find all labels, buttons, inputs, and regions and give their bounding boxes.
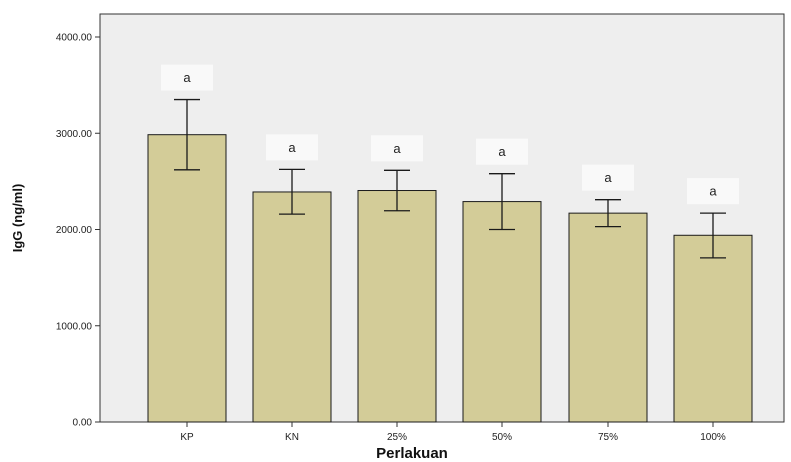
bar-75pct xyxy=(568,212,648,423)
bar-kn xyxy=(252,191,332,423)
y-tick-label: 0.00 xyxy=(73,418,93,429)
y-tick-label: 2000.00 xyxy=(56,225,93,236)
significance-labels: a a a a a a xyxy=(183,70,717,199)
bar-100pct xyxy=(673,234,753,423)
x-tick-label: KP xyxy=(180,432,194,443)
significance-label-box xyxy=(371,135,423,162)
x-axis-ticks: KP KN 25% 50% 75% 100% xyxy=(180,422,726,443)
significance-label: a xyxy=(604,170,612,185)
bars xyxy=(147,134,753,423)
significance-label-box xyxy=(582,164,634,191)
error-bars xyxy=(174,98,726,259)
bar-25pct xyxy=(357,190,437,423)
bar-50pct xyxy=(462,201,542,423)
x-tick-label: 25% xyxy=(387,432,407,443)
x-axis-title: Perlakuan xyxy=(376,445,448,462)
x-tick-label: 50% xyxy=(492,432,512,443)
significance-label-box xyxy=(266,134,318,161)
significance-label-box xyxy=(687,178,739,205)
significance-label: a xyxy=(393,141,401,156)
y-axis-title: IgG (ng/ml) xyxy=(10,184,25,253)
significance-label: a xyxy=(183,70,191,85)
significance-label-box xyxy=(476,138,528,165)
y-axis-ticks: 0.00 1000.00 2000.00 3000.00 4000.00 xyxy=(56,33,100,429)
x-tick-label: KN xyxy=(285,432,299,443)
x-tick-label: 100% xyxy=(700,432,726,443)
y-tick-label: 1000.00 xyxy=(56,321,93,332)
x-tick-label: 75% xyxy=(598,432,618,443)
significance-label: a xyxy=(709,184,717,199)
bar-kp xyxy=(147,134,227,423)
y-tick-label: 3000.00 xyxy=(56,129,93,140)
significance-label-boxes xyxy=(161,64,739,205)
significance-label-box xyxy=(161,64,213,91)
significance-label: a xyxy=(288,140,296,155)
significance-label: a xyxy=(498,144,506,159)
y-tick-label: 4000.00 xyxy=(56,33,93,44)
